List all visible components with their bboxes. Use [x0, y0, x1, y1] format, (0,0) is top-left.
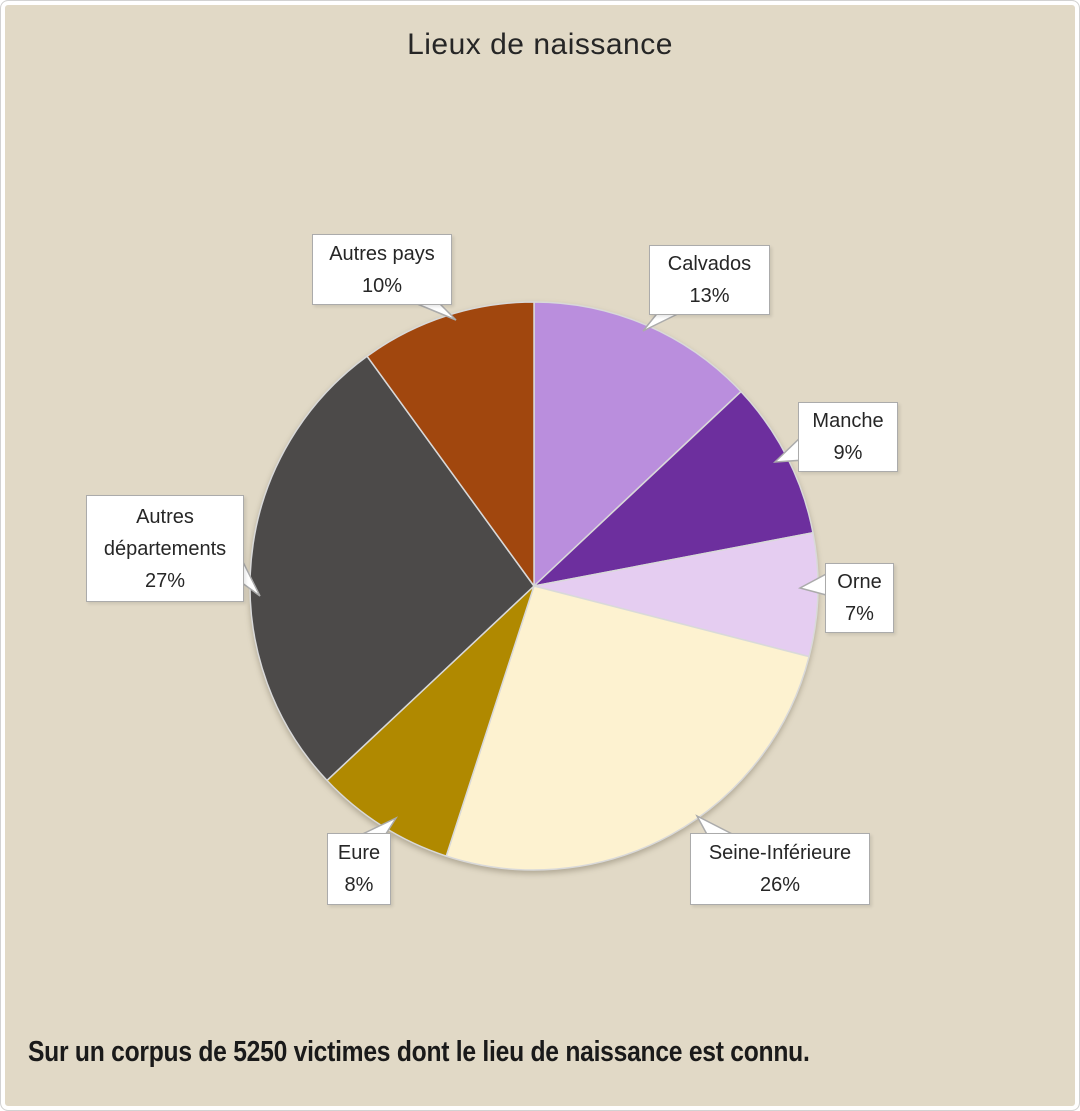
pie-slice-seine-inf-rieure — [445, 585, 810, 871]
callout-autres-pays-percent: 10% — [361, 274, 403, 297]
callout-calvados-label: Calvados — [667, 253, 752, 275]
callout-orne-label: Orne — [837, 571, 882, 593]
callout-seine-inferieure: Seine-Inférieure 26% — [690, 833, 870, 905]
callout-manche-label: Manche — [812, 410, 884, 432]
callout-seine-inferieure-percent: 26% — [759, 874, 801, 896]
callout-calvados: Calvados 13% — [649, 245, 770, 315]
chart-title: Lieux de naissance — [407, 28, 673, 61]
callout-seine-inferieure-label: Seine-Inférieure — [708, 842, 852, 864]
chart-caption: Sur un corpus de 5250 victimes dont le l… — [28, 1036, 810, 1068]
callout-eure: Eure 8% — [327, 833, 391, 905]
callout-eure-label: Eure — [337, 842, 381, 864]
callout-manche: Manche 9% — [798, 402, 898, 472]
callout-autres-departements: Autres départements 27% — [86, 495, 244, 602]
callout-autres-departements-percent: 27% — [144, 569, 186, 592]
pie-slice-autres-d-partements — [249, 355, 535, 782]
callout-manche-percent: 9% — [833, 442, 863, 464]
callout-autres-pays-label: Autres pays — [329, 242, 435, 265]
callout-orne: Orne 7% — [825, 563, 894, 633]
callout-autres-departements-label: Autres départements — [103, 505, 227, 560]
callout-eure-percent: 8% — [344, 874, 374, 896]
callout-autres-pays: Autres pays 10% — [312, 234, 452, 305]
pie-slice-orne — [533, 532, 819, 658]
callout-orne-percent: 7% — [845, 603, 874, 625]
callout-calvados-percent: 13% — [689, 285, 730, 307]
pie-slices — [249, 301, 819, 871]
